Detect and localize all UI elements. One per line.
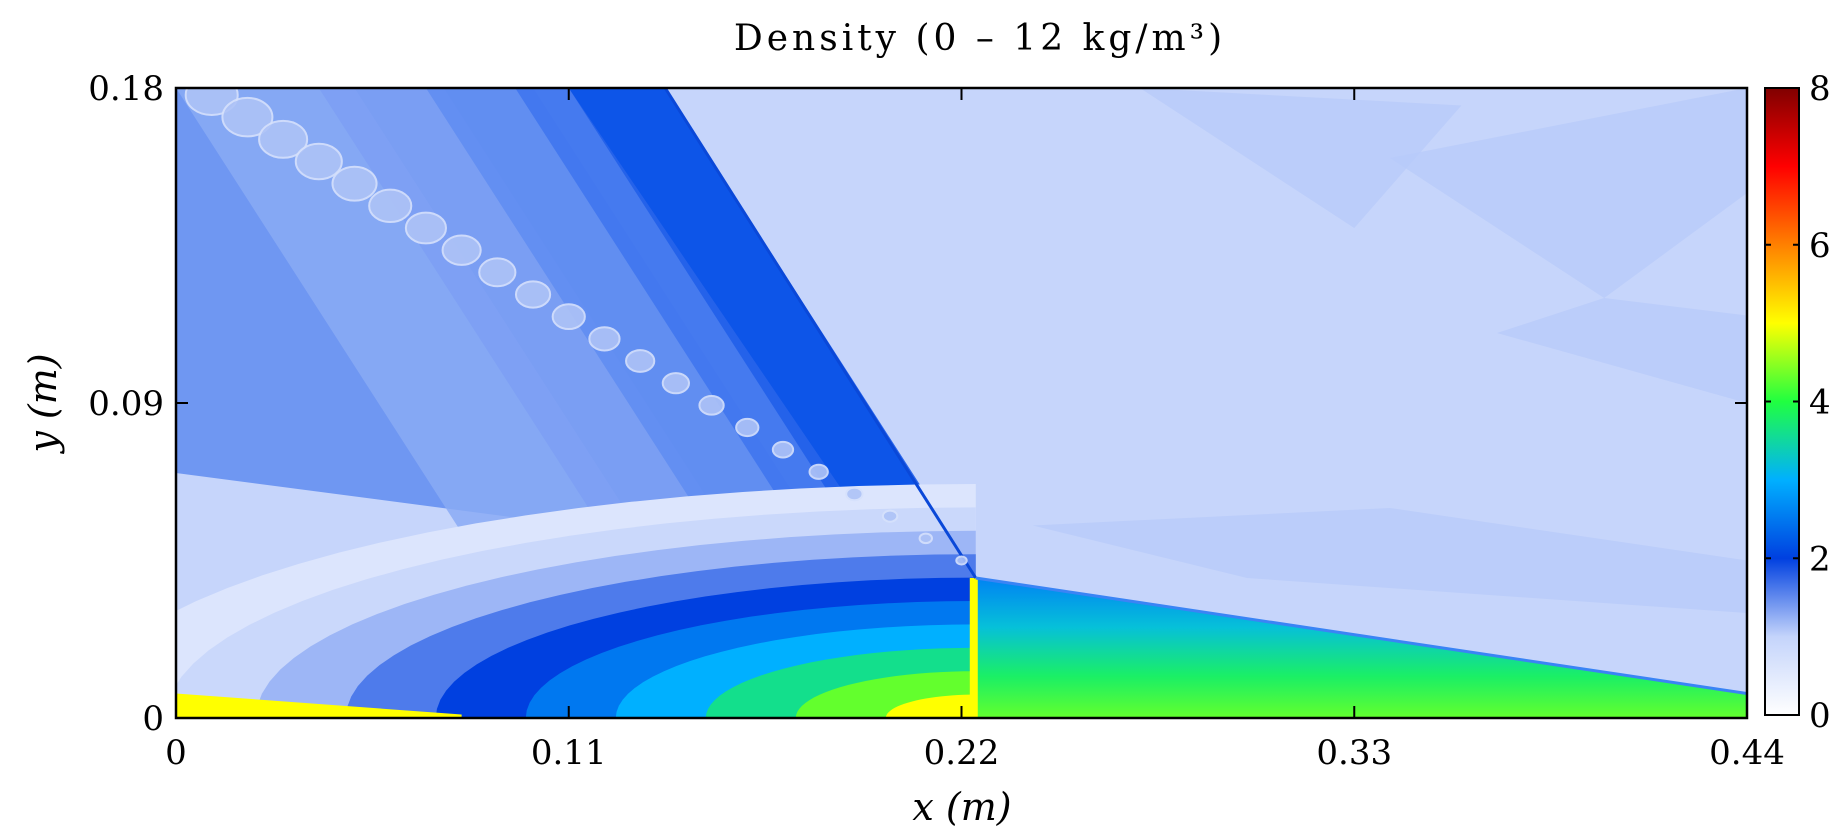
shear-layer-vortex <box>881 509 899 523</box>
expansion-band <box>515 88 891 561</box>
wall-layer <box>176 693 462 718</box>
x-tick-label: 0 <box>165 733 187 773</box>
y-tick-label: 0.09 <box>88 384 164 424</box>
mach-stem <box>969 578 978 718</box>
expansion-band <box>318 88 748 561</box>
y-axis-title: y (m) <box>21 353 65 454</box>
shear-layer-vortex <box>918 532 933 545</box>
slip-line <box>975 576 1747 695</box>
expansion-band <box>176 88 659 561</box>
shear-layer-vortex <box>771 440 795 459</box>
shear-layer-vortex <box>845 486 864 502</box>
shear-layer-vortex <box>588 326 621 352</box>
shear-layer-vortex <box>955 555 968 566</box>
colorbar-tick-label: 8 <box>1809 69 1831 109</box>
x-tick-label: 0.33 <box>1316 733 1392 773</box>
x-tick-label: 0.44 <box>1709 733 1785 773</box>
reflected-fan-band <box>885 694 976 718</box>
density-patch <box>1497 298 1747 403</box>
density-patch <box>1140 88 1462 228</box>
shear-layer-vortex <box>294 142 343 181</box>
shear-layer-vortex <box>808 463 829 480</box>
x-axis: 0 0.11 0.22 0.33 0.44 <box>165 88 1785 773</box>
colorbar-tick-label: 6 <box>1809 226 1831 266</box>
downstream-jet <box>975 578 1747 718</box>
colorbar-tick-label: 0 <box>1809 696 1831 736</box>
shear-layer-vortex <box>478 257 517 288</box>
y-axis: 0 0.09 0.18 <box>88 69 1747 739</box>
colorbar-tick-label: 4 <box>1809 383 1831 423</box>
shear-layer-vortex <box>698 395 725 416</box>
colorbar-tick-label: 2 <box>1809 539 1831 579</box>
density-patch <box>1389 88 1747 298</box>
shear-layer-vortex <box>221 96 274 138</box>
shock-adjacent-band <box>568 88 976 578</box>
shear-layer-vortex <box>331 165 378 202</box>
shear-layer-vortex <box>735 417 760 438</box>
colorbar: 0 2 4 6 8 <box>1764 69 1831 736</box>
shear-layer-vortex <box>625 349 656 373</box>
shear-layer-vortex <box>661 372 690 395</box>
density-patch <box>1032 508 1747 613</box>
x-tick-label: 0.11 <box>531 733 607 773</box>
y-tick-label: 0 <box>142 699 164 739</box>
shear-layer-vortex <box>258 119 309 159</box>
plot-area <box>176 88 1747 718</box>
shear-layer-vortex <box>514 280 552 309</box>
x-tick-label: 0.22 <box>924 733 1000 773</box>
y-tick-label: 0.18 <box>88 69 164 109</box>
shear-layer-vortex <box>551 303 586 331</box>
x-axis-title: x (m) <box>912 785 1011 829</box>
shear-layer-vortex <box>368 188 413 224</box>
incident-shock <box>663 88 978 579</box>
expansion-band <box>425 88 837 561</box>
shear-layer-vortex <box>404 211 447 245</box>
chart-title: Density (0 – 12 kg/m³) <box>734 18 1226 59</box>
shear-layer-vortex <box>441 234 482 266</box>
